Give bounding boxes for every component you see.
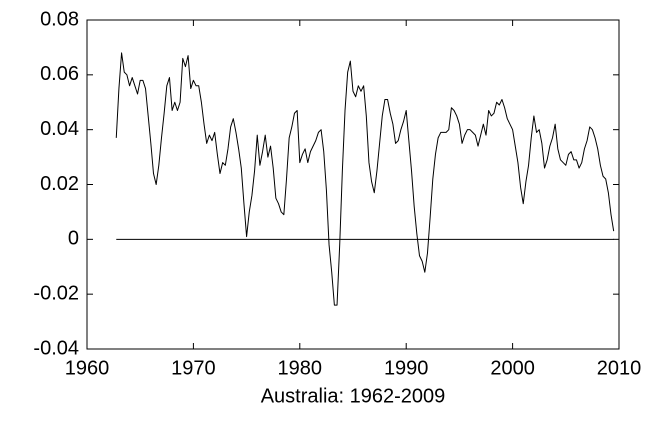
y-tick-label: 0.06 xyxy=(40,63,79,85)
x-axis-label: Australia: 1962-2009 xyxy=(261,385,446,407)
y-tick-label: 0.08 xyxy=(40,8,79,30)
y-tick-label: -0.02 xyxy=(33,282,79,304)
y-tick-label: 0.02 xyxy=(40,173,79,195)
axes-box xyxy=(86,19,620,350)
x-tick-label: 2000 xyxy=(490,357,535,379)
x-tick-label: 1990 xyxy=(384,357,429,379)
x-tick-label: 1980 xyxy=(278,357,323,379)
y-tick-label: -0.04 xyxy=(33,337,79,359)
x-tick-label: 1960 xyxy=(65,357,110,379)
y-tick-label: 0.04 xyxy=(40,118,79,140)
y-tick-label: 0 xyxy=(68,228,79,250)
x-tick-label: 1970 xyxy=(171,357,216,379)
data-line xyxy=(115,52,615,306)
x-tick-label: 2010 xyxy=(597,357,642,379)
